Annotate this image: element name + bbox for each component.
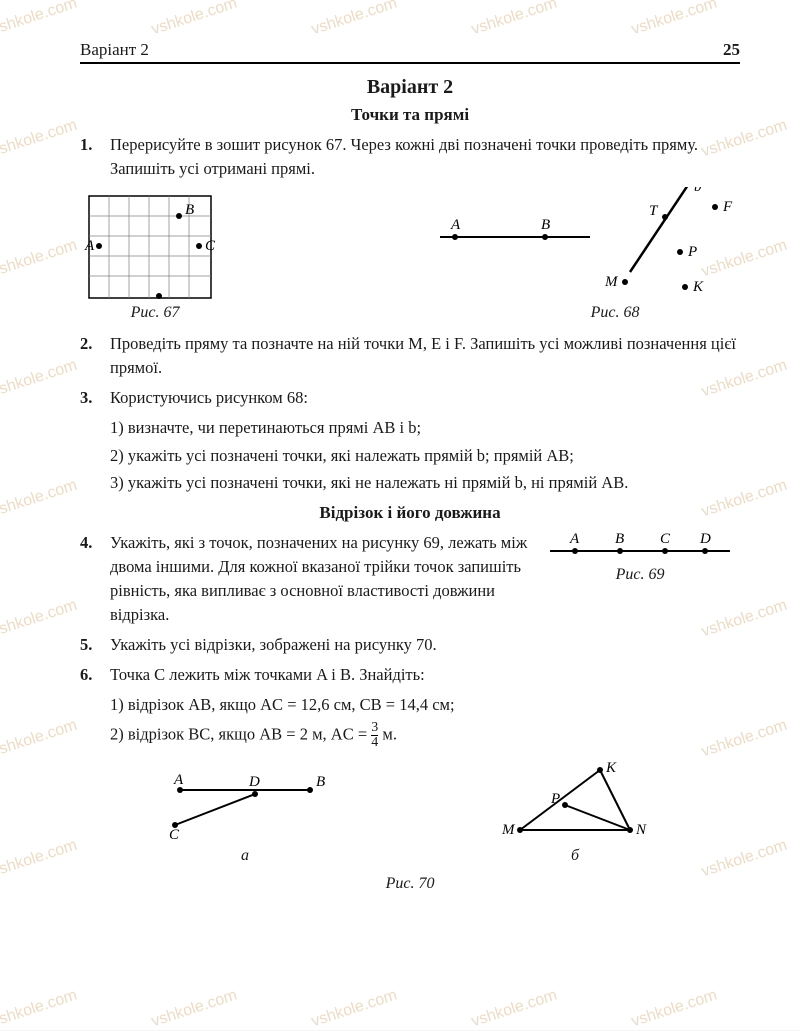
svg-text:B: B bbox=[541, 217, 550, 233]
problem-num: 6. bbox=[80, 663, 110, 687]
problem-3-sub2: 2) укажіть усі позначені точки, які нале… bbox=[110, 444, 740, 468]
header-variant: Варіант 2 bbox=[80, 40, 149, 60]
section-2-title: Відрізок і його довжина bbox=[80, 503, 740, 523]
svg-text:B: B bbox=[615, 531, 624, 547]
problem-num: 3. bbox=[80, 386, 110, 410]
problem-num: 5. bbox=[80, 633, 110, 657]
figure-row-70: A B C D а K M N P б bbox=[80, 760, 740, 865]
svg-text:C: C bbox=[205, 238, 216, 254]
page-content: Варіант 2 25 Варіант 2 Точки та прямі 1.… bbox=[0, 0, 800, 1030]
figure-68: A B T F P M Kb Рис. 68 bbox=[430, 187, 740, 322]
main-title: Варіант 2 bbox=[80, 76, 740, 99]
svg-text:A: A bbox=[173, 772, 184, 788]
fig68-caption: Рис. 68 bbox=[490, 304, 740, 322]
svg-text:K: K bbox=[692, 279, 704, 295]
fig67-caption: Рис. 67 bbox=[80, 304, 230, 322]
svg-text:A: A bbox=[450, 217, 461, 233]
svg-text:A: A bbox=[569, 531, 580, 547]
problem-text: Проведіть пряму та позначте на ній точки… bbox=[110, 332, 740, 380]
svg-text:N: N bbox=[635, 822, 647, 838]
problem-3-sub1: 1) визначте, чи перетинаються прямі AB і… bbox=[110, 416, 740, 440]
problem-num: 2. bbox=[80, 332, 110, 380]
fig69-svg: A B C D bbox=[540, 531, 740, 561]
fig69-caption: Рис. 69 bbox=[540, 563, 740, 586]
svg-text:P: P bbox=[550, 791, 560, 807]
fig70a-sub: а bbox=[160, 847, 330, 865]
fig70a-svg: A B C D bbox=[160, 770, 330, 845]
fig70b-sub: б bbox=[490, 847, 660, 865]
fig70b-svg: K M N P bbox=[490, 760, 660, 845]
svg-text:D: D bbox=[154, 300, 166, 302]
problem-2: 2. Проведіть пряму та позначте на ній то… bbox=[80, 332, 740, 380]
section-1-title: Точки та прямі bbox=[80, 105, 740, 125]
svg-text:A: A bbox=[84, 238, 95, 254]
svg-text:M: M bbox=[501, 822, 516, 838]
svg-text:b: b bbox=[694, 187, 702, 195]
page-header: Варіант 2 25 bbox=[80, 40, 740, 64]
svg-text:C: C bbox=[169, 827, 180, 843]
page-number: 25 bbox=[723, 40, 740, 60]
problem-3-sub3: 3) укажіть усі позначені точки, які не н… bbox=[110, 471, 740, 495]
svg-text:D: D bbox=[699, 531, 711, 547]
problem-text: Укажіть усі відрізки, зображені на рисун… bbox=[110, 633, 740, 657]
svg-text:C: C bbox=[660, 531, 671, 547]
svg-text:B: B bbox=[316, 774, 325, 790]
figure-70a: A B C D а bbox=[160, 770, 330, 865]
problem-4: 4. ABCD Рис. 69 Укажіть, які з точок, по… bbox=[80, 531, 740, 627]
problem-num: 4. bbox=[80, 531, 110, 627]
figure-row-67-68: A B C D Рис. 67 A B T F P M Kb Рис. 68 bbox=[80, 187, 740, 322]
svg-text:P: P bbox=[687, 244, 697, 260]
figure-69: A B C D Рис. 69 bbox=[540, 531, 740, 586]
svg-text:F: F bbox=[722, 199, 733, 215]
figure-70b: K M N P б bbox=[490, 760, 660, 865]
problem-num: 1. bbox=[80, 133, 110, 181]
svg-text:D: D bbox=[248, 774, 260, 790]
problem-1: 1. Перерисуйте в зошит рисунок 67. Через… bbox=[80, 133, 740, 181]
problem-6: 6. Точка C лежить між точками A і B. Зна… bbox=[80, 663, 740, 687]
problem-text: Перерисуйте в зошит рисунок 67. Через ко… bbox=[110, 133, 740, 181]
problem-6-sub1: 1) відрізок AB, якщо AC = 12,6 см, CB = … bbox=[110, 693, 740, 717]
problem-5: 5. Укажіть усі відрізки, зображені на ри… bbox=[80, 633, 740, 657]
problem-text: Точка C лежить між точками A і B. Знайді… bbox=[110, 663, 740, 687]
fig67-svg: A B C D bbox=[80, 187, 230, 302]
svg-text:K: K bbox=[605, 760, 617, 776]
problem-3: 3. Користуючись рисунком 68: bbox=[80, 386, 740, 410]
problem-6-sub2: 2) відрізок BC, якщо AB = 2 м, AC = 34 м… bbox=[110, 721, 740, 750]
svg-text:M: M bbox=[604, 274, 619, 290]
problem-text: Користуючись рисунком 68: bbox=[110, 386, 740, 410]
figure-67: A B C D Рис. 67 bbox=[80, 187, 230, 322]
problem-text: ABCD Рис. 69 Укажіть, які з точок, позна… bbox=[110, 531, 740, 627]
fig68-svg: A B T F P M Kb bbox=[430, 187, 740, 302]
svg-text:B: B bbox=[185, 202, 194, 218]
fig70-caption: Рис. 70 bbox=[80, 875, 740, 893]
svg-text:T: T bbox=[649, 203, 659, 219]
